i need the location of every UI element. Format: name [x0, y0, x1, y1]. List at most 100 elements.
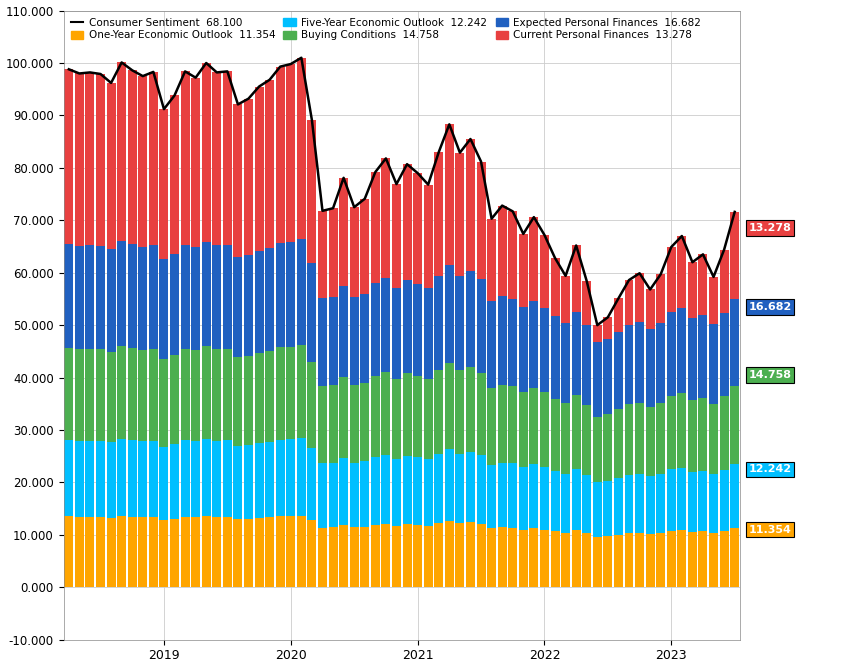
Bar — [508, 211, 517, 299]
Bar — [64, 348, 73, 440]
Bar — [529, 528, 538, 587]
Bar — [413, 524, 422, 587]
Bar — [614, 534, 623, 587]
Bar — [371, 524, 380, 587]
Bar — [191, 247, 200, 350]
Bar — [487, 218, 496, 301]
Bar — [212, 245, 221, 349]
Bar — [645, 407, 655, 476]
Bar — [117, 241, 126, 346]
Bar — [667, 312, 676, 395]
Bar — [688, 532, 697, 587]
Bar — [699, 470, 707, 531]
Bar — [276, 243, 285, 347]
Bar — [445, 265, 454, 363]
Bar — [529, 387, 538, 464]
Bar — [656, 323, 665, 403]
Bar — [656, 275, 665, 323]
Bar — [318, 386, 327, 464]
Bar — [339, 525, 349, 587]
Bar — [349, 385, 359, 463]
Bar — [519, 530, 527, 587]
Bar — [572, 469, 581, 530]
Bar — [413, 284, 422, 376]
Bar — [202, 63, 210, 242]
Bar — [487, 301, 496, 388]
Bar — [645, 289, 655, 329]
Bar — [371, 457, 380, 524]
Bar — [287, 516, 295, 587]
Bar — [709, 324, 718, 403]
Bar — [403, 456, 411, 524]
Bar — [149, 72, 158, 245]
Bar — [477, 373, 486, 456]
Bar — [614, 299, 623, 332]
Bar — [635, 474, 644, 532]
Bar — [212, 441, 221, 517]
Bar — [159, 447, 169, 520]
Bar — [328, 385, 338, 463]
Bar — [678, 393, 686, 468]
Bar — [730, 212, 739, 299]
Bar — [191, 442, 200, 517]
Bar — [254, 87, 264, 250]
Bar — [254, 518, 264, 587]
Bar — [107, 351, 115, 442]
Bar — [424, 184, 432, 289]
Bar — [75, 441, 84, 517]
Bar — [678, 308, 686, 393]
Bar — [413, 457, 422, 524]
Bar — [498, 385, 506, 462]
Bar — [181, 349, 190, 440]
Bar — [498, 462, 506, 527]
Bar — [96, 246, 105, 349]
Bar — [709, 474, 718, 533]
Bar — [318, 528, 327, 587]
Bar — [604, 481, 612, 536]
Bar — [191, 517, 200, 587]
Bar — [403, 281, 411, 373]
Bar — [529, 217, 538, 301]
Bar — [371, 375, 380, 457]
Bar — [202, 516, 210, 587]
Bar — [583, 325, 591, 405]
Bar — [455, 276, 465, 370]
Bar — [308, 120, 316, 263]
Text: 14.758: 14.758 — [748, 370, 791, 380]
Bar — [202, 242, 210, 346]
Bar — [360, 199, 369, 294]
Bar — [223, 349, 232, 440]
Bar — [64, 440, 73, 516]
Bar — [477, 162, 486, 279]
Bar — [614, 409, 623, 478]
Bar — [318, 211, 327, 299]
Bar — [159, 359, 169, 447]
Bar — [265, 351, 274, 442]
Bar — [244, 445, 253, 519]
Bar — [508, 528, 517, 587]
Bar — [550, 532, 560, 587]
Bar — [678, 530, 686, 587]
Bar — [445, 124, 454, 265]
Bar — [645, 534, 655, 587]
Bar — [635, 532, 644, 587]
Bar — [349, 528, 359, 587]
Bar — [138, 246, 148, 350]
Bar — [244, 255, 253, 356]
Bar — [181, 516, 190, 587]
Bar — [593, 325, 602, 342]
Bar — [349, 463, 359, 528]
Bar — [583, 533, 591, 587]
Bar — [349, 207, 359, 297]
Bar — [624, 404, 633, 475]
Bar — [382, 158, 390, 278]
Bar — [212, 517, 221, 587]
Bar — [159, 109, 169, 259]
Bar — [720, 313, 728, 396]
Bar — [699, 531, 707, 587]
Bar — [604, 317, 612, 339]
Bar — [276, 347, 285, 440]
Bar — [96, 349, 105, 441]
Bar — [371, 172, 380, 283]
Bar — [604, 414, 612, 481]
